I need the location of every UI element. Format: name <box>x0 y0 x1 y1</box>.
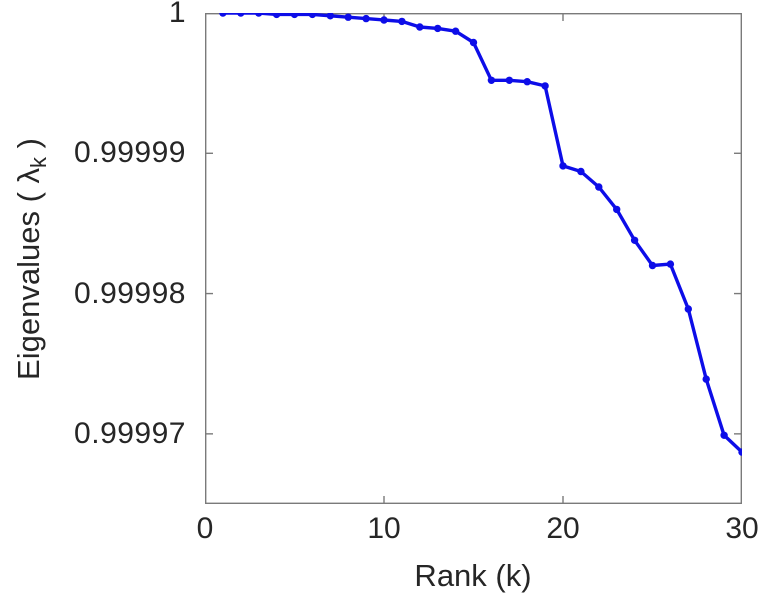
y-tick-label: 0.99998 <box>74 276 186 310</box>
x-tick-label: 10 <box>367 512 401 545</box>
y-axis-title-subscript: k <box>26 156 52 168</box>
y-tick-label: 0.99999 <box>74 136 186 170</box>
y-axis-title-main: Eigenvalues ( λ <box>11 167 46 380</box>
x-axis-title: Rank (k) <box>414 558 532 593</box>
x-tick-label: 0 <box>196 512 214 545</box>
y-axis-title: Eigenvalues ( λk ) <box>11 138 51 380</box>
x-tick-label: 30 <box>725 512 759 545</box>
y-tick-label: 1 <box>168 0 186 29</box>
line-chart-plot-area <box>205 13 742 504</box>
x-tick-label: 20 <box>546 512 580 545</box>
y-tick-label: 0.99997 <box>74 416 186 450</box>
y-axis-title-close: ) <box>11 138 46 157</box>
